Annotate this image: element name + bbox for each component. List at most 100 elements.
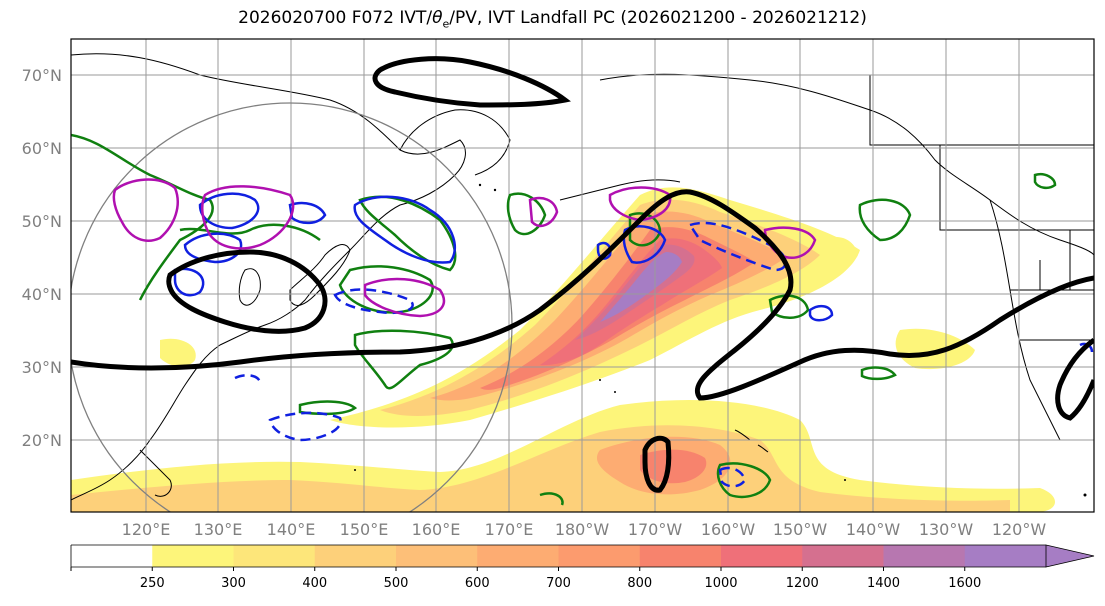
magenta-contour-1	[112, 178, 179, 242]
theta-contour-8	[288, 201, 327, 225]
heavy-contour-north	[372, 56, 571, 108]
magenta-contour-4	[608, 186, 672, 222]
theta-contour-1	[198, 192, 260, 230]
lon-label: 160°W	[701, 520, 756, 539]
lon-label: 130°E	[194, 520, 243, 539]
colorbar-segment	[233, 545, 316, 567]
theta-e-contours	[173, 192, 1094, 353]
pv-contour-3	[338, 265, 434, 314]
theta-dash-2	[268, 411, 342, 442]
theta-dash-1	[333, 288, 414, 315]
colorbar-tick-label: 800	[627, 576, 652, 591]
theta-dash-3	[688, 221, 787, 272]
ivt-patch-3	[820, 236, 858, 270]
lon-label: 170°E	[485, 520, 534, 539]
ivt-plume-core	[600, 252, 682, 322]
theta-contour-4	[353, 195, 457, 264]
lat-label: 40°N	[22, 285, 62, 304]
ivt-south-band-4	[640, 449, 707, 484]
theta-contour-3	[173, 267, 205, 297]
coast-na-west	[989, 199, 1061, 441]
colorbar-segment	[639, 545, 722, 567]
colorbar-tick-label: 250	[140, 576, 165, 591]
ivt-colorbar: 250 300 400 500 600 700 800 1000 1200 1400 1600	[70, 544, 1095, 591]
ivt-shading	[71, 187, 1055, 512]
colorbar-tick-label: 1400	[867, 576, 900, 591]
ivt-patch-2	[895, 328, 975, 370]
colorbar-tick-label: 500	[384, 576, 409, 591]
lon-label: 160°E	[412, 520, 461, 539]
colorbar-segment	[883, 545, 966, 567]
pv-contour-13	[860, 366, 897, 381]
colorbar-segment	[721, 545, 803, 567]
colorbar-segment	[477, 545, 559, 567]
colorbar-segment	[396, 545, 478, 567]
longitude-labels: 120°E 130°E 140°E 150°E 160°E 170°E 180°…	[122, 520, 1047, 539]
colorbar-segment	[314, 545, 397, 567]
coast-alaska	[599, 73, 1094, 256]
lon-label: 150°W	[773, 520, 828, 539]
colorbar-extend-arrow	[1045, 544, 1095, 568]
lon-label: 170°W	[628, 520, 683, 539]
coast-hawaii	[734, 429, 769, 453]
lat-label: 50°N	[22, 212, 62, 231]
ivt-south-band-2	[71, 425, 1010, 512]
colorbar-segment	[964, 545, 1047, 567]
coast-korea	[238, 268, 261, 306]
theta-dash-4	[718, 466, 747, 488]
graticule	[71, 39, 1094, 512]
magenta-contour-2	[201, 185, 295, 250]
heavy-contours	[71, 56, 1094, 493]
magenta-contour-3	[363, 277, 446, 318]
colorbar-segment	[152, 545, 234, 567]
colorbar-tick-label: 1000	[704, 576, 737, 591]
coast-asia	[71, 53, 466, 501]
magenta-contour-6	[528, 196, 559, 228]
colorbar-tick-label: 600	[465, 576, 490, 591]
lon-label: 120°E	[122, 520, 171, 539]
theta-contour-2	[183, 232, 243, 264]
colorbar-tick-label: 1200	[786, 576, 819, 591]
heavy-contour-jet	[71, 189, 1094, 401]
pv-contour-9	[298, 400, 358, 416]
colorbar-segment	[71, 545, 153, 567]
map-frame	[70, 38, 1095, 513]
coast-kamchatka	[399, 109, 511, 176]
heavy-contour-east	[1055, 337, 1094, 421]
colorbar-tick-label: 1600	[948, 576, 981, 591]
colorbar-tick-label: 700	[546, 576, 571, 591]
colorbar-tick-label: 300	[221, 576, 246, 591]
lat-label: 20°N	[22, 431, 62, 450]
lat-label: 60°N	[22, 139, 62, 158]
pv-contour-14	[539, 492, 564, 506]
pv-contour-8	[716, 462, 772, 499]
lon-label: 120°W	[992, 520, 1047, 539]
lat-label: 70°N	[22, 66, 62, 85]
pv-contour-7	[858, 198, 912, 242]
lon-label: 140°E	[267, 520, 316, 539]
pv-contour-4	[353, 329, 454, 390]
coastlines	[71, 53, 1094, 501]
lat-label: 30°N	[22, 358, 62, 377]
colorbar-ticks: 250 300 400 500 600 700 800 1000 1200 1400 1600	[70, 567, 981, 591]
islands	[354, 183, 1087, 497]
pv-contour-1	[71, 133, 214, 301]
coast-philippines	[139, 449, 172, 497]
theta-contour-6	[596, 241, 612, 260]
colorbar-segments	[71, 545, 1047, 567]
theta-e-dashed	[234, 221, 787, 488]
lon-label: 180°W	[555, 520, 610, 539]
pv-contour-6	[358, 195, 457, 272]
coast-aleutians	[559, 179, 681, 201]
theta-dash-5	[234, 373, 262, 383]
ivt-patch-1	[160, 338, 196, 367]
theta-contour-5	[622, 225, 667, 264]
lon-label: 150°E	[340, 520, 389, 539]
theta-contour-7	[808, 304, 834, 322]
magenta-contours	[112, 178, 817, 318]
colorbar-segment	[558, 545, 641, 567]
lon-label: 140°W	[846, 520, 901, 539]
coast-japan	[289, 244, 351, 306]
latitude-labels: 70°N 60°N 50°N 40°N 30°N 20°N	[22, 66, 62, 450]
